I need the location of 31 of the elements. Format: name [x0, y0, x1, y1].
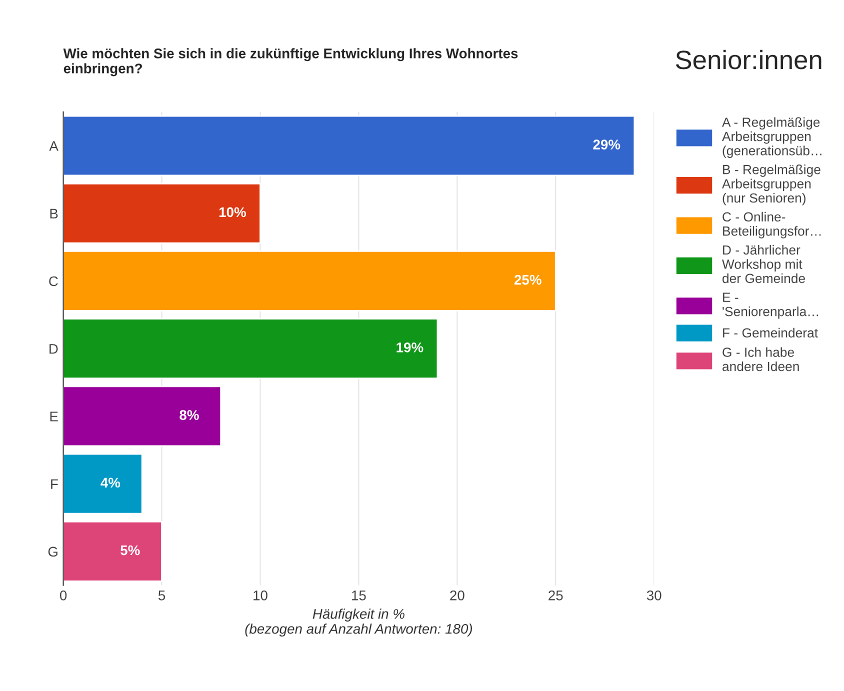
chart-title: Wie möchten Sie sich in die zukünftige Entwicklung Ihres Wohnortes einbringen? [63, 48, 518, 76]
y-tick-label: F [51, 479, 58, 489]
x-tick-label: 10 [254, 590, 268, 600]
data-label: 25% [514, 274, 542, 285]
legend-label: B - Regelmäßige Arbeitsgruppen (nur Senioren) [722, 164, 820, 206]
x-axis-title: Häufigkeit in % (bezogen auf Anzahl Antworten: 180) [245, 608, 472, 637]
y-tick-label: A [49, 141, 58, 151]
legend-label: G - Ich habe andere Ideen [722, 347, 799, 372]
data-label: 10% [219, 207, 246, 218]
legend-label: E - 'Seniorenparla… [722, 292, 818, 319]
data-label: 5% [120, 545, 140, 556]
legend-label: A - Regelmäßige Arbeitsgruppen (generationsüb… [722, 117, 822, 158]
y-tick-label: G [48, 546, 58, 557]
x-tick-label: 0 [60, 590, 67, 600]
x-tick-label: 5 [158, 590, 166, 600]
legend-label: C - Online- Beteiligungsfor… [722, 212, 821, 238]
data-label: 8% [180, 410, 199, 420]
x-tick-label: 20 [450, 590, 464, 600]
x-tick-label: 30 [646, 590, 662, 600]
data-label: 29% [593, 140, 620, 150]
y-tick-label: B [50, 208, 58, 218]
text: Senior:innen [676, 50, 822, 70]
y-tick-label: D [50, 344, 58, 354]
data-label: 4% [100, 478, 120, 488]
y-tick-label: E [50, 412, 58, 422]
x-tick-label: 25 [548, 590, 563, 600]
legend-label: F - Gemeinderat [723, 328, 818, 338]
x-tick-label: 15 [352, 590, 366, 600]
legend-label: D - Jährlicher Workshop mit der Gemeinde [722, 244, 805, 284]
y-tick-label: C [49, 276, 58, 286]
data-label: 19% [396, 342, 424, 352]
